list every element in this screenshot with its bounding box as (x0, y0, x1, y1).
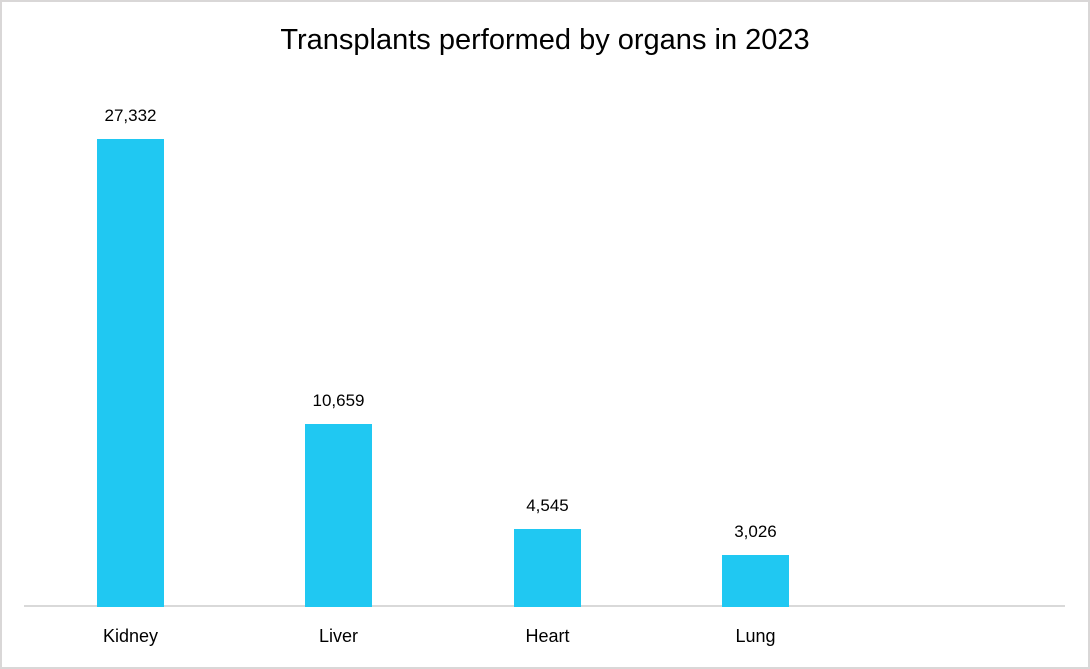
bar-liver (305, 424, 372, 607)
bar-kidney (97, 139, 164, 607)
bar-value-label-liver: 10,659 (312, 391, 365, 410)
category-label-kidney: Kidney (102, 626, 159, 646)
category-label-liver: Liver (318, 626, 358, 646)
bar-value-label-heart: 4,545 (526, 496, 569, 515)
category-label-heart: Heart (525, 626, 570, 646)
bar-value-label-kidney: 27,332 (104, 106, 157, 125)
bar-heart (514, 529, 581, 607)
bar-value-label-lung: 3,026 (734, 522, 777, 541)
category-label-lung: Lung (735, 626, 776, 646)
chart-title: Transplants performed by organs in 2023 (280, 24, 810, 56)
bar-lung (722, 555, 789, 607)
